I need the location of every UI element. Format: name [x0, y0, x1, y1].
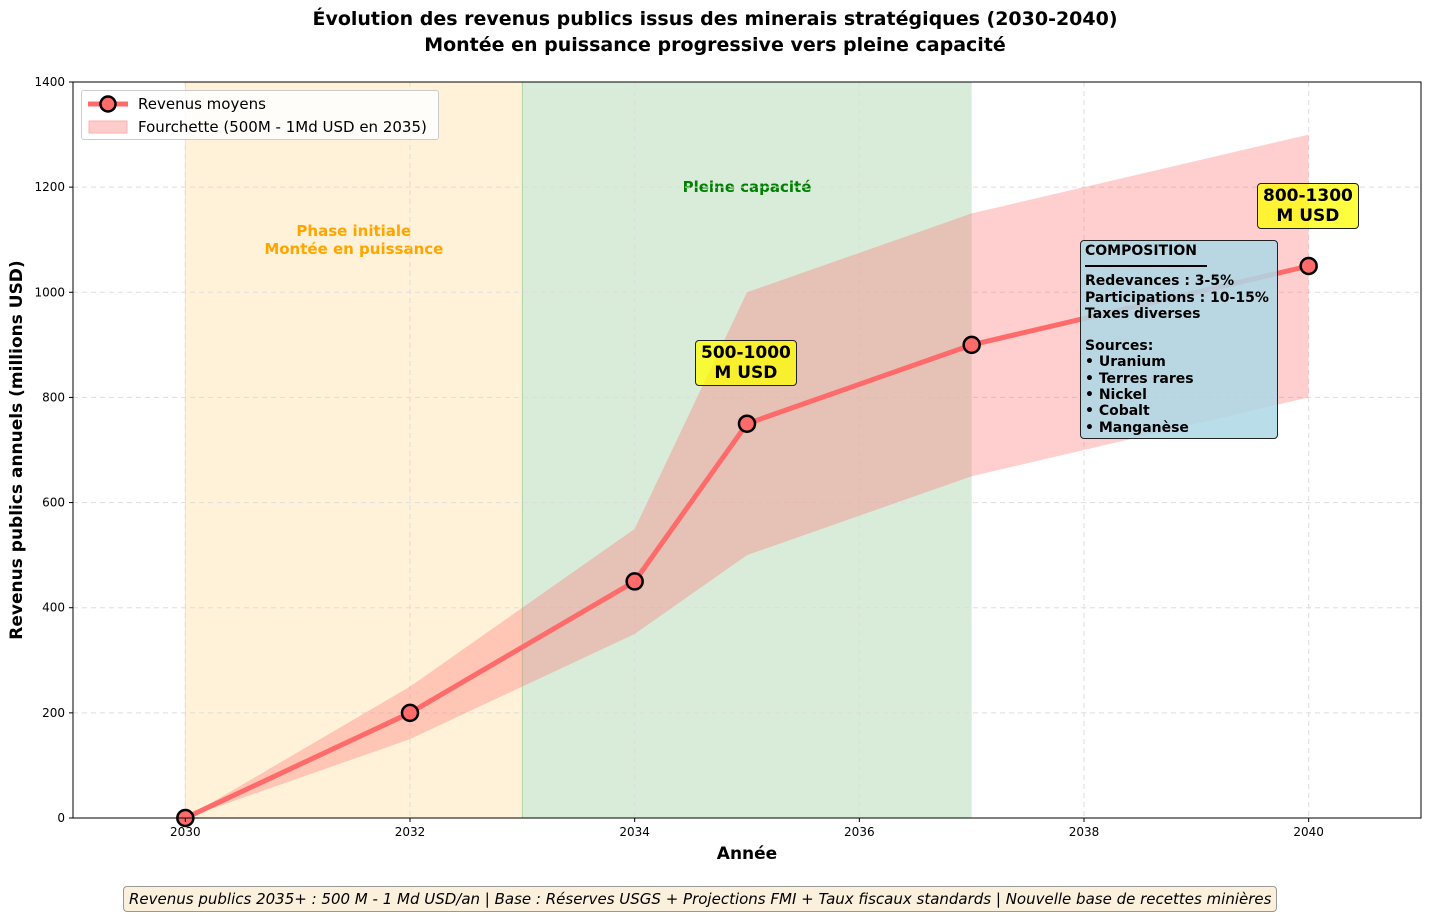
- source-item: • Manganèse: [1085, 419, 1189, 436]
- x-axis-label: Année: [717, 844, 777, 864]
- legend-label: Revenus moyens: [138, 95, 266, 113]
- chart-subtitle: Montée en puissance progressive vers ple…: [424, 34, 1006, 56]
- plot-frame: [72, 81, 1422, 819]
- legend: Revenus moyens Fourchette (500M - 1Md US…: [81, 90, 439, 140]
- y-tick-label: 200: [42, 706, 65, 720]
- composition-box: COMPOSITION Redevances : 3-5% Participat…: [1080, 240, 1278, 439]
- legend-label: Fourchette (500M - 1Md USD en 2035): [138, 118, 427, 136]
- legend-item-revenus: Revenus moyens: [88, 94, 266, 114]
- sources-title: Sources:: [1085, 338, 1154, 355]
- range-band: [185, 134, 1309, 819]
- annotation-line: M USD: [1276, 206, 1340, 226]
- legend-item-fourchette: Fourchette (500M - 1Md USD en 2035): [88, 117, 427, 137]
- composition-line: Taxes diverses: [1085, 305, 1201, 322]
- annotation-2035: 500-1000 M USD: [695, 340, 797, 386]
- y-tick-label: 1000: [34, 285, 65, 299]
- x-tick-label: 2038: [1069, 825, 1100, 839]
- annotation-line: 500-1000: [701, 343, 791, 363]
- y-tick-label: 0: [57, 811, 65, 825]
- x-tick-label: 2040: [1293, 825, 1324, 839]
- source-item: • Uranium: [1085, 354, 1166, 371]
- source-item: • Terres rares: [1085, 370, 1194, 387]
- y-tick-label: 600: [42, 496, 65, 510]
- source-item: • Cobalt: [1085, 403, 1150, 420]
- composition-line: Participations : 10-15%: [1085, 289, 1269, 306]
- series-line: [184, 263, 1310, 821]
- annotation-line: M USD: [714, 363, 778, 383]
- composition-divider: [1085, 265, 1207, 268]
- footer-note: Revenus publics 2035+ : 500 M - 1 Md USD…: [123, 886, 1278, 912]
- phase-label: Phase initiale: [296, 222, 411, 240]
- phase-label: Montée en puissance: [264, 240, 443, 258]
- chart-title: Évolution des revenus publics issus des …: [312, 8, 1118, 30]
- data-point: [625, 572, 644, 591]
- x-tick-label: 2032: [395, 825, 426, 839]
- data-point: [737, 414, 757, 433]
- y-tick-label: 1200: [34, 180, 65, 194]
- x-tick-label: 2034: [619, 825, 650, 839]
- y-axis-label: Revenus publics annuels (millions USD): [7, 260, 27, 639]
- source-item: • Nickel: [1085, 387, 1147, 404]
- legend-band-swatch-icon: [88, 120, 128, 134]
- legend-line-marker-icon: [88, 95, 128, 113]
- x-tick-label: 2030: [170, 825, 201, 839]
- phase-region: [522, 82, 972, 818]
- y-tick-label: 1400: [34, 75, 65, 89]
- data-point: [400, 703, 420, 723]
- y-tick-label: 800: [42, 390, 65, 404]
- y-tick-label: 400: [42, 601, 65, 615]
- annotation-line: 800-1300: [1263, 186, 1353, 206]
- composition-title: COMPOSITION: [1085, 243, 1197, 259]
- annotation-2040: 800-1300 M USD: [1257, 183, 1359, 229]
- composition-line: Redevances : 3-5%: [1085, 273, 1235, 290]
- x-tick-label: 2036: [844, 825, 875, 839]
- data-point: [962, 335, 981, 355]
- phase-region: [185, 82, 523, 818]
- phase-label: Pleine capacité: [683, 178, 812, 196]
- data-point: [1299, 256, 1318, 276]
